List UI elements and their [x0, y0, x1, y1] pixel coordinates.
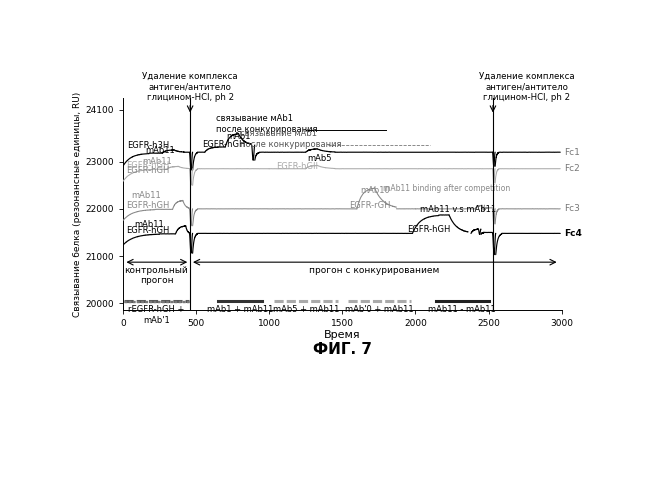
- Text: mAb11: mAb11: [145, 146, 175, 155]
- Text: rEGFR-hGH +
mAb'1: rEGFR-hGH + mAb'1: [129, 306, 185, 324]
- Text: mAb1: mAb1: [227, 132, 251, 140]
- Text: Fc4: Fc4: [564, 229, 582, 238]
- Text: Fc2: Fc2: [564, 164, 580, 173]
- Text: ФИГ. 7: ФИГ. 7: [313, 342, 372, 357]
- Text: mAb10: mAb10: [360, 186, 389, 196]
- Text: mAb'0 + mAb11: mAb'0 + mAb11: [345, 306, 414, 314]
- Text: EGFR-h3H: EGFR-h3H: [127, 140, 169, 149]
- Text: EGFR-hGH: EGFR-hGH: [202, 140, 246, 149]
- Text: связывание мАb1
после конкурирования: связывание мАb1 после конкурирования: [215, 114, 317, 134]
- Text: прогон с конкурированием: прогон с конкурированием: [310, 266, 439, 275]
- Text: mAb11: mAb11: [134, 220, 164, 229]
- Text: mAb11 - mAb11: mAb11 - mAb11: [428, 306, 496, 314]
- Text: EGFR-hGII: EGFR-hGII: [276, 162, 319, 171]
- Text: mAb1 + mAb11: mAb1 + mAb11: [206, 306, 273, 314]
- Text: EGFR-hGH: EGFR-hGH: [126, 162, 169, 170]
- Text: Удаление комплекса
антиген/антитело
глицином-HCl, ph 2: Удаление комплекса антиген/антитело глиц…: [479, 72, 574, 102]
- Text: mAb5 + mAb11: mAb5 + mAb11: [273, 306, 339, 314]
- Text: EGFR-hGH: EGFR-hGH: [126, 226, 169, 235]
- Text: связывание мАb1
после конкурирования: связывание мАb1 после конкурирования: [240, 129, 341, 149]
- Text: Удаление комплекса
антиген/антитело
глицином-HCl, ph 2: Удаление комплекса антиген/антитело глиц…: [142, 72, 238, 102]
- Text: EGFR-rGH: EGFR-rGH: [350, 202, 391, 210]
- Text: EGFR-hGH: EGFR-hGH: [126, 166, 169, 175]
- Text: mAb11: mAb11: [142, 157, 171, 166]
- Text: Fc3: Fc3: [564, 204, 580, 214]
- Y-axis label: Связывание белка (резонансные единицы, RU): Связывание белка (резонансные единицы, R…: [73, 92, 82, 317]
- X-axis label: Время: Время: [324, 330, 361, 340]
- Text: EGFR-hGH: EGFR-hGH: [407, 226, 450, 234]
- Text: mAb11 binding after competition: mAb11 binding after competition: [383, 184, 511, 193]
- Text: mAb5: mAb5: [307, 154, 332, 162]
- Text: Fc1: Fc1: [564, 148, 580, 156]
- Text: mAb11 v.s.mAb11: mAb11 v.s.mAb11: [420, 204, 496, 214]
- Text: mAb11: mAb11: [131, 191, 161, 200]
- Text: EGFR-hGH: EGFR-hGH: [126, 202, 169, 210]
- Text: контрольный
прогон: контрольный прогон: [125, 266, 188, 285]
